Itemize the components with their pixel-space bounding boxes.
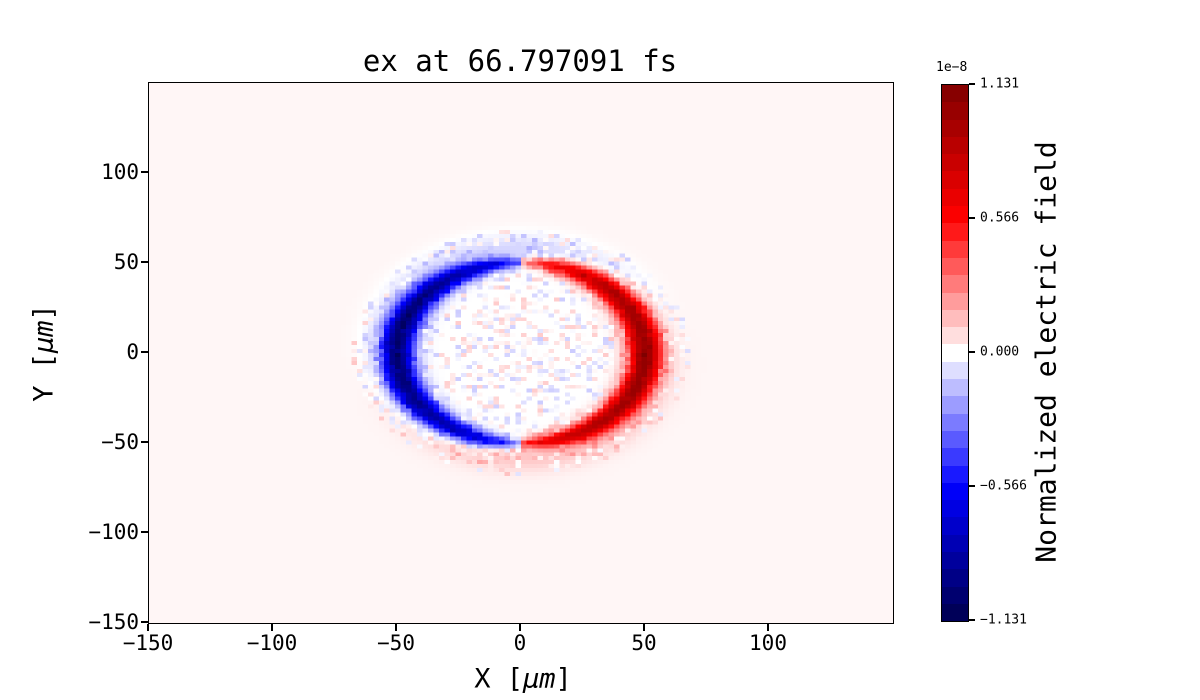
x-tick-mark [395,623,397,631]
colorbar-band [942,154,968,172]
y-tick-mark [141,441,148,443]
colorbar-band [942,206,968,224]
colorbar [941,84,969,622]
colorbar-band [942,500,968,518]
colorbar-tick-label: 0.566 [980,210,1020,226]
x-tick-label: 100 [749,631,787,655]
x-axis-label: X [μm] [474,664,572,695]
colorbar-band [942,275,968,293]
x-tick-label: 50 [631,631,657,655]
y-tick-mark [141,621,148,623]
colorbar-band [942,85,968,103]
x-axis-label-pre: X [ [474,663,523,695]
x-tick-mark [271,623,273,631]
colorbar-tick-mark [968,217,975,219]
colorbar-band [942,344,968,362]
y-tick-mark [141,261,148,263]
x-tick-label: −50 [377,631,415,655]
colorbar-band [942,223,968,241]
colorbar-band [942,136,968,155]
colorbar-band [942,361,968,380]
colorbar-band [942,603,968,622]
colorbar-tick-mark [968,83,975,85]
colorbar-band [942,119,968,137]
colorbar-tick-mark [968,351,975,353]
x-tick-mark [147,623,149,631]
x-tick-mark [519,623,521,631]
y-axis-label-post: ] [28,304,60,321]
x-tick-label: 0 [513,631,527,655]
colorbar-band [942,482,968,501]
heatmap-canvas [149,83,893,623]
y-tick-label: 100 [101,160,139,184]
y-tick-label: 50 [113,250,139,274]
colorbar-band [942,517,968,535]
colorbar-band [942,102,968,120]
colorbar-band [942,552,968,570]
x-tick-mark [767,623,769,631]
colorbar-band [942,379,968,397]
colorbar-tick-label: 1.131 [980,76,1020,92]
colorbar-tick-label: −0.566 [980,478,1027,494]
x-tick-label: −150 [122,631,174,655]
plot-title: ex at 66.797091 fs [362,44,678,78]
colorbar-tick-label: −1.131 [980,612,1027,628]
x-axis-label-post: ] [555,663,572,695]
colorbar-band [942,534,968,553]
colorbar-band [942,465,968,483]
colorbar-band [942,309,968,328]
colorbar-band [942,586,968,604]
colorbar-band [942,430,968,449]
colorbar-band [942,171,968,189]
colorbar-band [942,448,968,466]
colorbar-band [942,396,968,414]
colorbar-band [942,569,968,587]
y-tick-label: −100 [88,520,139,544]
colorbar-band [942,327,968,345]
colorbar-band [942,188,968,207]
x-axis-label-units: μm [523,663,556,695]
x-tick-mark [643,623,645,631]
y-tick-label: −150 [88,610,139,634]
colorbar-tick-label: 0.000 [980,344,1020,360]
colorbar-offset-text: 1e−8 [936,60,968,75]
colorbar-tick-mark [968,619,975,621]
colorbar-label: Normalized electric field [1029,141,1063,563]
y-tick-mark [141,531,148,533]
y-tick-mark [141,171,148,173]
colorbar-band [942,413,968,431]
colorbar-tick-mark [968,485,975,487]
y-tick-mark [141,351,148,353]
colorbar-band [942,240,968,258]
y-tick-label: −50 [101,430,139,454]
y-tick-label: 0 [126,340,139,364]
plot-area [148,82,894,624]
colorbar-band [942,257,968,276]
x-tick-label: −100 [246,631,298,655]
colorbar-band [942,292,968,310]
